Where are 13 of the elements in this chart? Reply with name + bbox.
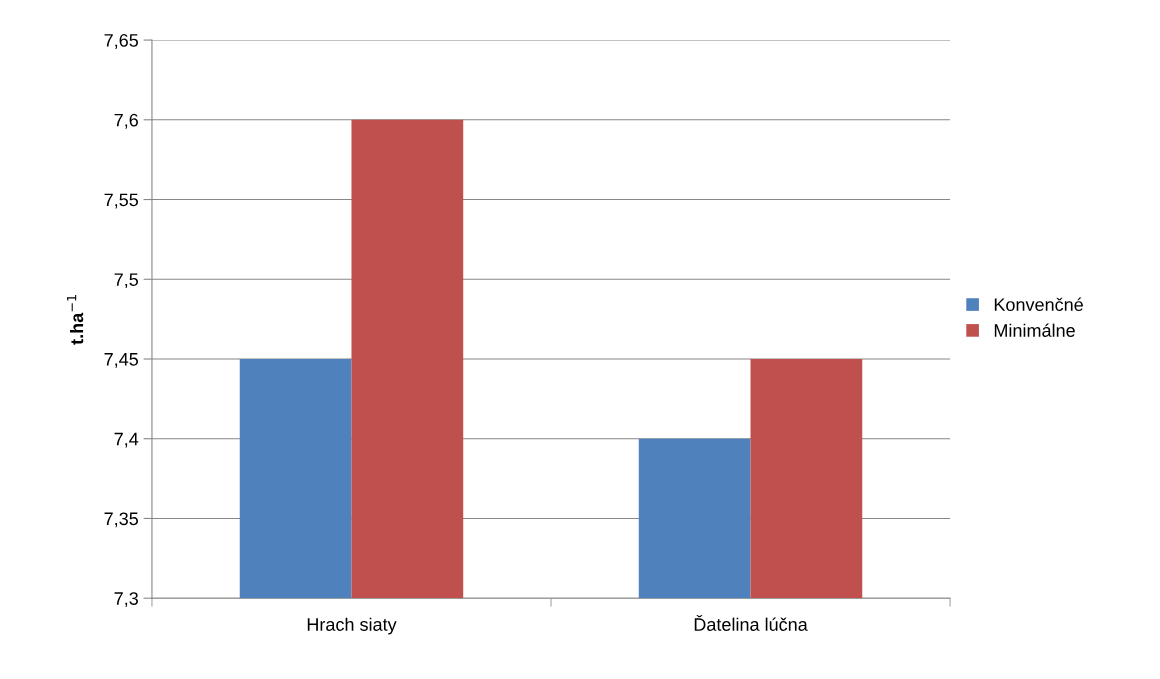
y-tick-label: 7,55 (104, 193, 139, 209)
y-tick-label: 7,6 (114, 113, 138, 129)
y-tick-label: 7,4 (114, 432, 139, 448)
y-tick-label: 7,5 (114, 273, 139, 289)
y-axis-title: t.ha$^{−1}$ (66, 295, 84, 345)
x-tick-label: Hrach siaty (307, 617, 397, 635)
x-tick-label: Ďatelina lúčna (694, 614, 808, 631)
legend-label: Konvenčné (994, 297, 1083, 312)
y-tick-label: 7,45 (104, 353, 139, 368)
y-tick-label: 7,65 (104, 34, 139, 49)
y-tick-label: 7,3 (114, 592, 138, 608)
legend-label: Minimálne (994, 323, 1075, 337)
y-tick-label: 7,35 (104, 512, 139, 528)
